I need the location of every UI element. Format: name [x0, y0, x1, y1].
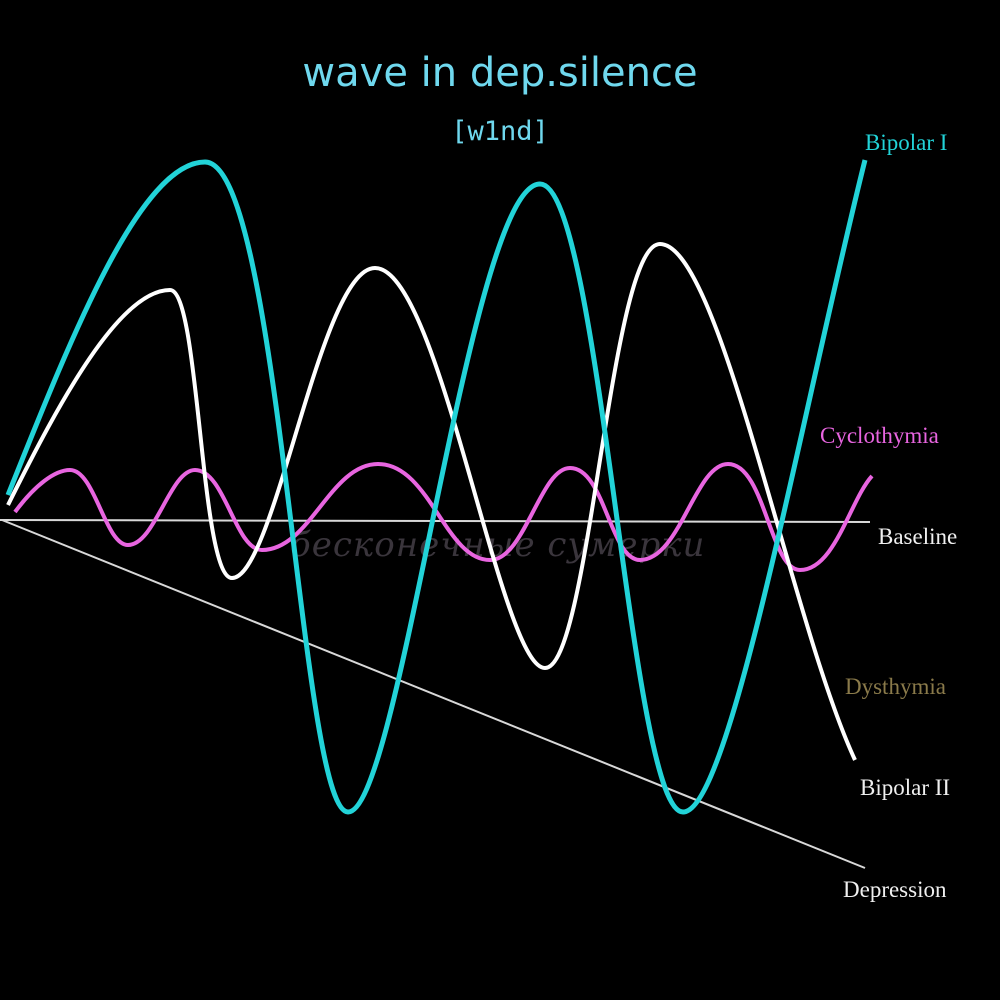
bipolar-1-curve: [5, 159, 868, 815]
bipolar-2-curve: [6, 241, 857, 761]
label-baseline: Baseline: [878, 524, 958, 549]
label-bipolar-2: Bipolar II: [860, 775, 951, 800]
cyclothymia-curve: [13, 461, 874, 573]
artist-name: [w1nd]: [451, 116, 549, 147]
album-title: wave in dep.silence: [302, 50, 698, 96]
label-cyclothymia: Cyclothymia: [820, 423, 939, 448]
depression-line: [1, 519, 866, 869]
label-dysthymia: Dysthymia: [845, 674, 946, 699]
label-bipolar-1: Bipolar I: [865, 130, 948, 155]
label-depression: Depression: [843, 877, 947, 902]
